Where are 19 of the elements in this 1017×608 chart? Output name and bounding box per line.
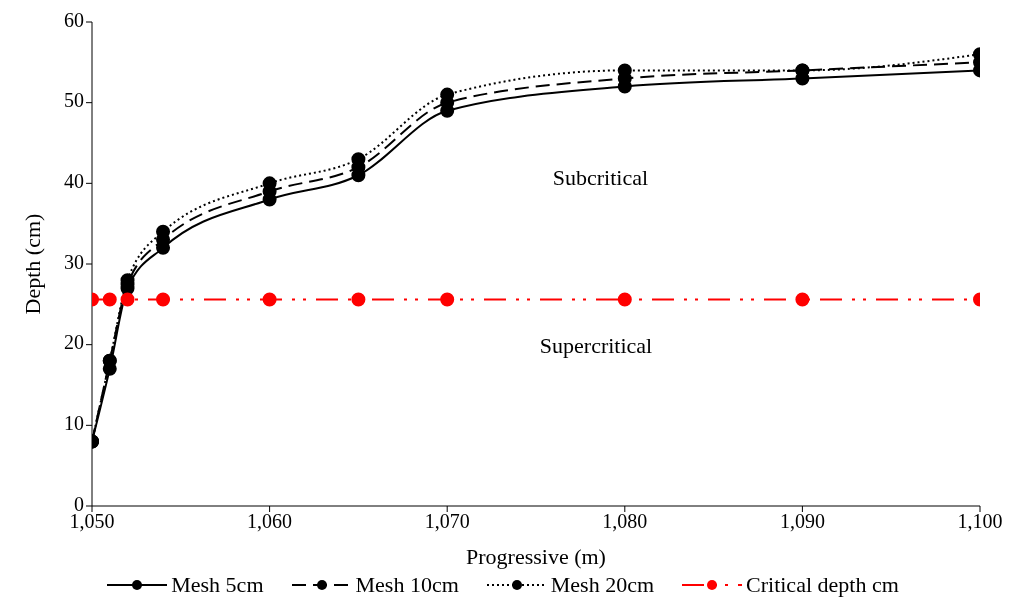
y-axis-title: Depth (cm): [19, 213, 45, 315]
x-tick-label: 1,080: [602, 510, 648, 533]
x-tick-label: 1,090: [779, 510, 825, 533]
x-axis-title: Progressive (m): [466, 544, 606, 569]
x-tick-label: 1,060: [247, 510, 293, 533]
legend-label: Mesh 5cm: [171, 572, 264, 598]
y-tick-label: 20: [64, 331, 84, 354]
annotation: Supercritical: [539, 332, 653, 358]
legend-label: Critical depth cm: [746, 572, 899, 598]
y-tick-label: 10: [64, 411, 84, 434]
y-tick-label: 30: [64, 250, 84, 273]
y-tick-label: 50: [64, 89, 84, 112]
x-tick-label: 1,070: [424, 510, 470, 533]
legend-label: Mesh 10cm: [355, 572, 459, 598]
legend-label: Mesh 20cm: [550, 572, 655, 598]
y-tick-label: 60: [64, 8, 84, 31]
y-tick-label: 40: [64, 169, 84, 192]
annotation: Subcritical: [552, 165, 649, 191]
x-tick-label: 1,100: [957, 510, 1003, 533]
